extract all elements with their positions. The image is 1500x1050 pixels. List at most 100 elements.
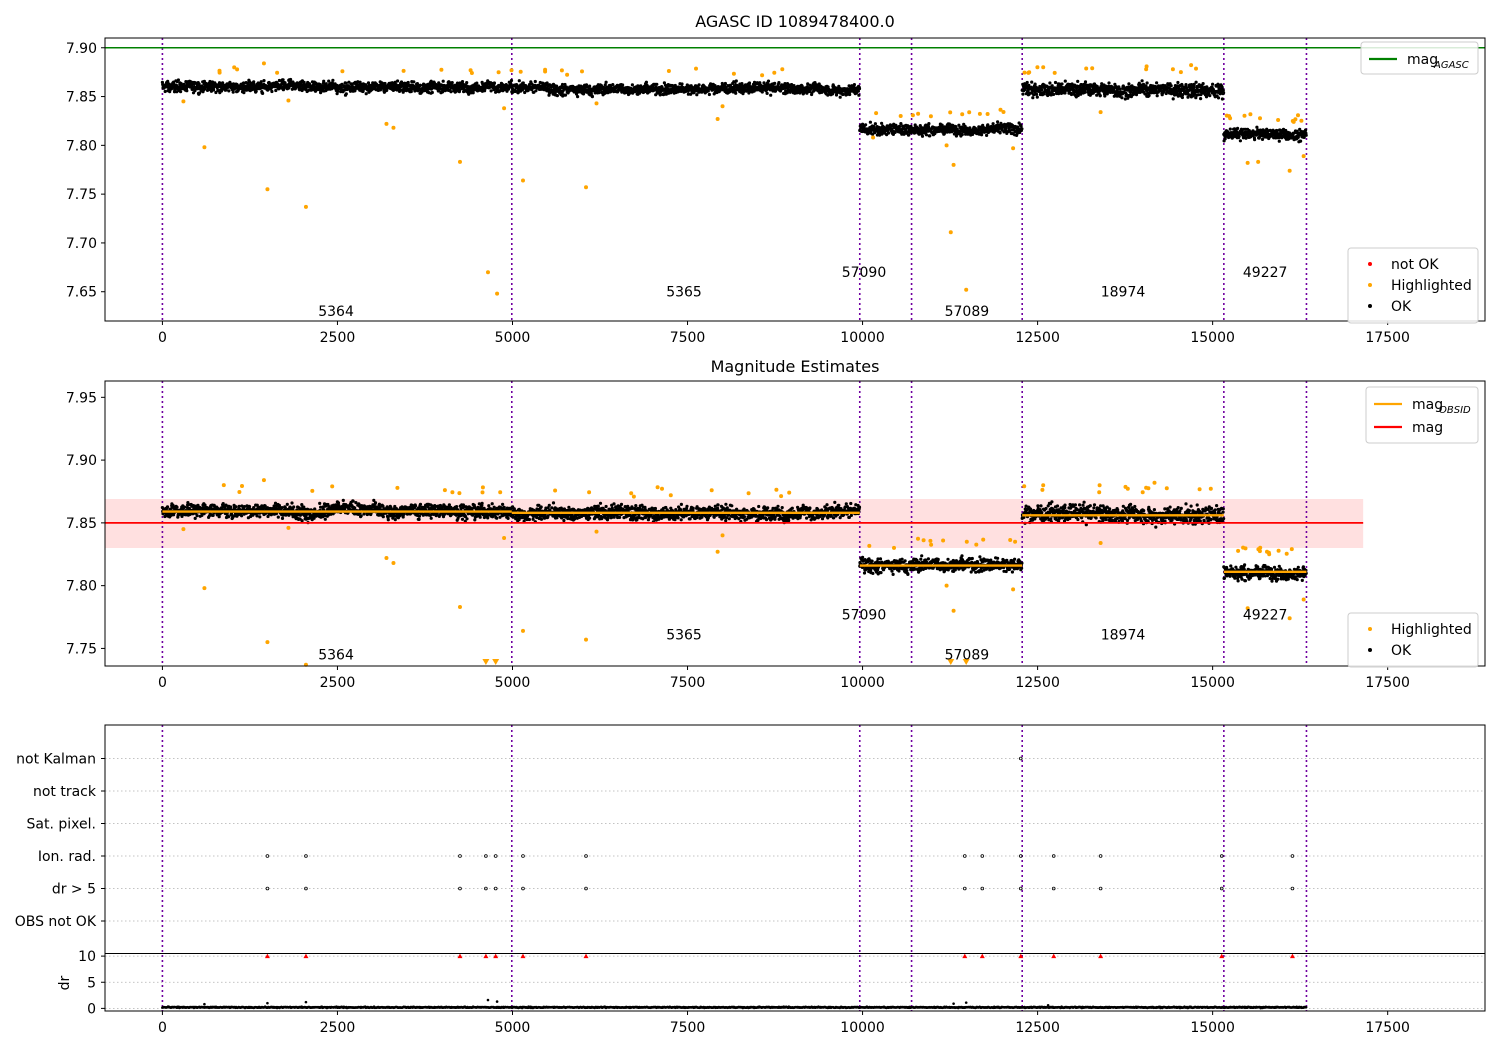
p1-obsid-label: 5364 <box>318 304 354 320</box>
p1-highlighted-point <box>520 178 525 183</box>
p1-ok-point <box>1120 96 1124 100</box>
p1-ok-point <box>1260 137 1265 141</box>
p2-ok-point <box>319 505 323 509</box>
p1-ok-point <box>1238 139 1242 143</box>
p1-ok-point <box>242 91 246 95</box>
panel-magnitude-title: Magnitude Estimates <box>711 357 880 376</box>
p1-ok-point <box>864 123 868 127</box>
p2-ok-point <box>323 517 327 521</box>
p2-ok-point <box>193 516 197 521</box>
p1-highlighted-point <box>910 113 915 118</box>
p1-ok-point <box>277 78 281 83</box>
p1-ok-point <box>897 124 902 128</box>
p1-ok-point <box>1048 81 1052 85</box>
p1-ok-point <box>597 91 601 95</box>
p1-ok-point <box>366 81 371 85</box>
p1-ytick-label: 7.80 <box>66 138 97 154</box>
p1-ok-point <box>1145 81 1149 85</box>
p1-ok-point <box>769 93 773 97</box>
p1-obsid-label: 18974 <box>1101 285 1146 301</box>
p2-ok-point <box>280 506 284 510</box>
p1-highlighted-point <box>1276 118 1281 122</box>
p1-highlighted-point <box>1041 65 1046 70</box>
p1-highlighted-point <box>559 68 564 73</box>
p1-ok-point <box>231 90 235 94</box>
p1-xtick-label: 0 <box>158 330 167 346</box>
p1-ytick-label: 7.70 <box>66 236 97 252</box>
p1-ok-point <box>857 93 861 97</box>
p1-ok-point <box>1211 82 1215 86</box>
p1-ok-point <box>841 92 845 96</box>
p1-ok-point <box>621 83 625 87</box>
p1-ok-point <box>1255 125 1259 129</box>
p2-ok-point <box>354 501 358 505</box>
p1-highlighted-point <box>580 69 584 74</box>
p1-ok-point <box>216 88 220 93</box>
p1-ok-point <box>563 93 568 97</box>
p1-ok-point <box>1083 80 1088 84</box>
p1-ok-point <box>887 131 891 135</box>
p1-ok-point <box>1034 92 1039 96</box>
p1-ok-point <box>412 80 416 84</box>
p1-ok-point <box>406 80 410 85</box>
p1-highlighted-point <box>303 204 308 209</box>
p1-ok-point <box>289 77 293 82</box>
p2-ok-point <box>285 502 289 506</box>
p1-highlighted-point <box>1299 118 1304 123</box>
p2-ok-point <box>255 514 259 518</box>
p1-legend-marker <box>1368 283 1372 287</box>
p1-ok-point <box>991 122 995 126</box>
p1-ok-point <box>1194 80 1198 84</box>
p1-ok-point <box>344 81 348 85</box>
p1-highlighted-point <box>391 125 396 130</box>
p1-ok-point <box>655 82 659 86</box>
p1-ok-point <box>242 81 246 85</box>
p1-ok-point <box>1304 133 1308 137</box>
p2-ok-point <box>182 505 187 509</box>
p1-ok-point <box>1155 94 1159 98</box>
p1-ok-point <box>429 87 433 91</box>
p1-ok-point <box>998 131 1002 135</box>
p1-highlighted-point <box>731 71 736 76</box>
p2-ok-point <box>351 499 355 503</box>
p1-obsid-label: 5365 <box>666 285 702 301</box>
p1-highlighted-point <box>384 121 389 126</box>
p1-ok-point <box>465 81 469 85</box>
p1-xtick-label: 12500 <box>1015 330 1060 346</box>
p1-ok-point <box>441 79 445 83</box>
p1-ok-point <box>630 83 635 87</box>
p1-highlighted-point <box>584 185 589 190</box>
p1-highlighted-point <box>265 187 270 192</box>
p1-ytick-label: 7.75 <box>66 187 97 203</box>
p1-ok-point <box>697 83 701 87</box>
p1-ok-point <box>1035 95 1039 99</box>
p1-highlighted-point <box>543 69 548 74</box>
p1-ok-point <box>450 81 454 85</box>
p1-ok-point <box>555 94 560 98</box>
p1-highlighted-point <box>594 101 599 106</box>
p1-highlighted-point <box>1052 70 1057 75</box>
p1-ok-point <box>777 81 781 85</box>
p2-ok-point <box>353 506 357 510</box>
p2-ok-point <box>318 501 322 505</box>
p2-ok-point <box>165 505 170 509</box>
p1-highlighted-point <box>874 111 879 116</box>
p1-highlighted-point <box>1242 113 1247 118</box>
p1-ok-point <box>996 120 1000 124</box>
p1-ok-point <box>1236 126 1240 130</box>
p1-ok-point <box>734 91 738 95</box>
p1-ok-point <box>1063 79 1067 83</box>
p1-highlighted-point <box>1228 116 1233 121</box>
p1-ok-point <box>1140 79 1144 83</box>
p2-ok-point <box>175 505 179 509</box>
p1-xtick-label: 17500 <box>1365 330 1410 346</box>
p1-xtick-label: 15000 <box>1190 330 1235 346</box>
p1-ok-point <box>364 92 368 96</box>
p1-ok-point <box>1220 97 1224 101</box>
panel-magnitude-estimates: Magnitude Estimates 53645365570905708918… <box>66 357 1486 691</box>
p1-ytick-label: 7.85 <box>66 90 97 106</box>
p1-highlighted-point <box>985 112 990 116</box>
p1-ok-point <box>920 134 925 138</box>
p1-ok-point <box>214 90 218 95</box>
